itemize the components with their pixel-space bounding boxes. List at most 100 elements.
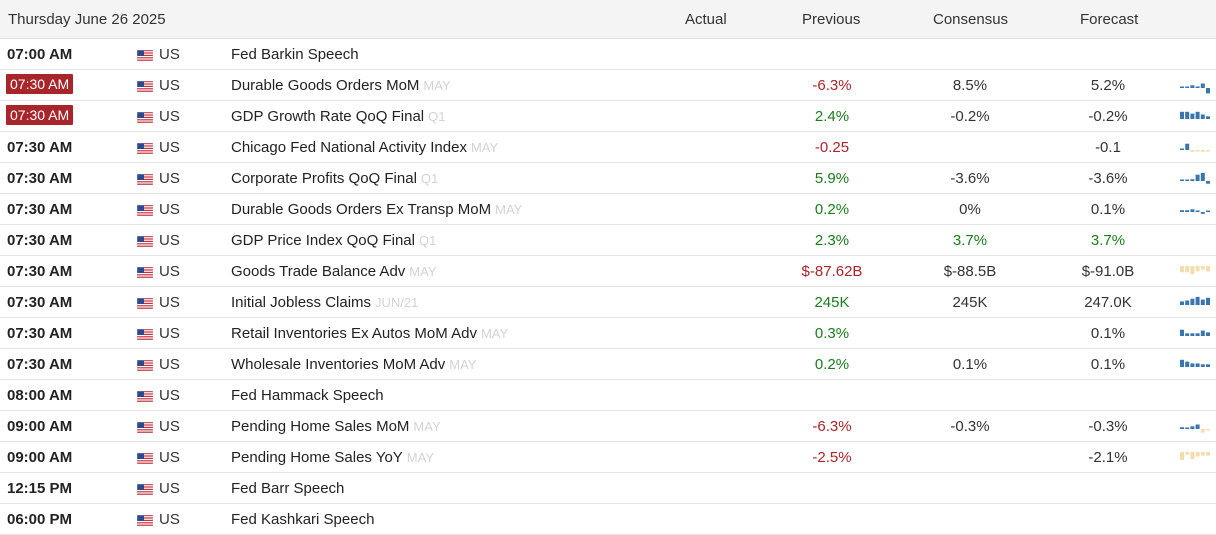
column-header-consensus[interactable]: Consensus: [933, 11, 1009, 28]
table-row[interactable]: 06:00 PM US Fed Kashkari Speech: [0, 504, 1216, 535]
sparkline-chart[interactable]: [1180, 263, 1212, 281]
event-name-cell[interactable]: GDP Growth Rate QoQ Final Q1: [231, 108, 445, 125]
sparkline-bar: [1206, 297, 1210, 305]
consensus-value: 3.7%: [952, 232, 988, 249]
event-name-link[interactable]: Retail Inventories Ex Autos MoM Adv: [231, 325, 477, 342]
table-row[interactable]: 07:30 AM US Initial Jobless Claims JUN/21 24…: [0, 287, 1216, 318]
event-name-cell[interactable]: Wholesale Inventories MoM Adv MAY: [231, 356, 476, 373]
sparkline-bar: [1190, 266, 1195, 275]
event-name-cell[interactable]: Fed Hammack Speech: [231, 387, 384, 404]
event-name-link[interactable]: Goods Trade Balance Adv: [231, 263, 406, 280]
column-header-forecast[interactable]: Forecast: [1080, 11, 1139, 28]
table-row[interactable]: 07:30 AM US Chicago Fed National Activity …: [0, 132, 1216, 163]
us-flag-icon: [136, 513, 154, 527]
sparkline-bar: [1180, 210, 1184, 212]
country-code: US: [159, 449, 180, 466]
us-flag-icon: [136, 296, 154, 310]
event-name-link[interactable]: GDP Growth Rate QoQ Final: [231, 108, 425, 125]
us-flag-icon: [136, 110, 154, 124]
sparkline-chart[interactable]: [1180, 201, 1212, 219]
sparkline-chart[interactable]: [1180, 294, 1212, 312]
forecast-value: -0.2%: [1088, 108, 1128, 125]
sparkline-chart[interactable]: [1180, 418, 1212, 436]
event-name-cell[interactable]: Fed Kashkari Speech: [231, 511, 374, 528]
sparkline-bar: [1185, 210, 1190, 212]
event-name-link[interactable]: Fed Hammack Speech: [231, 387, 384, 404]
previous-value: 0.2%: [814, 201, 850, 218]
sparkline-bar: [1195, 452, 1200, 457]
sparkline-bar: [1180, 111, 1184, 119]
event-name-link[interactable]: Fed Barkin Speech: [231, 46, 359, 63]
country-code: US: [159, 170, 180, 187]
table-row[interactable]: 07:30 AM US Durable Goods Orders Ex Transp…: [0, 194, 1216, 225]
previous-value: -0.25: [814, 139, 850, 156]
sparkline-bar: [1185, 300, 1190, 305]
table-row[interactable]: 07:30 AM US Wholesale Inventories MoM Adv M…: [0, 349, 1216, 380]
event-name-cell[interactable]: Corporate Profits QoQ Final Q1: [231, 170, 438, 187]
sparkline-bar: [1185, 427, 1190, 429]
previous-value: -6.3%: [812, 418, 852, 435]
sparkline-chart[interactable]: [1180, 108, 1212, 126]
event-name-cell[interactable]: Fed Barr Speech: [231, 480, 344, 497]
table-row[interactable]: 07:30 AM US Retail Inventories Ex Autos Mo…: [0, 318, 1216, 349]
event-name-link[interactable]: Durable Goods Orders Ex Transp MoM: [231, 201, 492, 218]
table-row[interactable]: 07:30 AM US Durable Goods Orders MoM MAY -6.…: [0, 70, 1216, 101]
event-name-cell[interactable]: Durable Goods Orders MoM MAY: [231, 77, 451, 94]
event-time: 06:00 PM: [7, 511, 73, 528]
sparkline-bar: [1200, 212, 1205, 214]
sparkline-chart[interactable]: [1180, 325, 1212, 343]
sparkline-chart[interactable]: [1180, 170, 1212, 188]
reference-period: Q1: [428, 109, 446, 124]
sparkline-bar: [1195, 150, 1200, 152]
reference-period: Q1: [418, 233, 437, 248]
event-name-link[interactable]: Durable Goods Orders MoM: [231, 77, 420, 94]
event-name-link[interactable]: Pending Home Sales MoM: [231, 418, 410, 435]
event-name-link[interactable]: GDP Price Index QoQ Final: [231, 232, 415, 249]
event-name-link[interactable]: Corporate Profits QoQ Final: [231, 170, 417, 187]
event-name-cell[interactable]: Pending Home Sales YoY MAY: [231, 449, 434, 466]
table-row[interactable]: 07:30 AM US Goods Trade Balance Adv MAY $-87…: [0, 256, 1216, 287]
reference-period: Q1: [420, 171, 439, 186]
sparkline-chart[interactable]: [1180, 77, 1212, 95]
forecast-value: 3.7%: [1090, 232, 1126, 249]
table-row[interactable]: 08:00 AM US Fed Hammack Speech: [0, 380, 1216, 411]
event-name-cell[interactable]: Fed Barkin Speech: [231, 46, 359, 63]
event-name-cell[interactable]: Pending Home Sales MoM MAY: [231, 418, 441, 435]
event-name-cell[interactable]: GDP Price Index QoQ Final Q1: [231, 232, 436, 249]
event-name-cell[interactable]: Durable Goods Orders Ex Transp MoM MAY: [231, 201, 522, 218]
event-name-link[interactable]: Chicago Fed National Activity Index: [231, 139, 467, 156]
previous-value: 5.9%: [814, 170, 850, 187]
previous-value: 2.4%: [814, 108, 850, 125]
column-header-previous[interactable]: Previous: [802, 11, 861, 28]
sparkline-chart[interactable]: [1180, 139, 1212, 157]
sparkline-bar: [1185, 452, 1190, 455]
us-flag-icon: [136, 79, 154, 93]
event-name-link[interactable]: Wholesale Inventories MoM Adv: [231, 356, 446, 373]
table-row[interactable]: 07:00 AM US Fed Barkin Speech: [0, 39, 1216, 70]
us-flag-icon: [136, 203, 154, 217]
sparkline-bar: [1206, 150, 1210, 152]
previous-value: 0.3%: [814, 325, 850, 342]
sparkline-bar: [1195, 296, 1200, 305]
column-header-actual[interactable]: Actual: [685, 11, 727, 28]
reference-period: MAY: [406, 450, 435, 465]
event-name-cell[interactable]: Retail Inventories Ex Autos MoM Adv MAY: [231, 325, 508, 342]
sparkline-chart[interactable]: [1180, 356, 1212, 374]
forecast-value: -3.6%: [1088, 170, 1128, 187]
table-row[interactable]: 09:00 AM US Pending Home Sales YoY MAY -2.5%…: [0, 442, 1216, 473]
event-name-cell[interactable]: Initial Jobless Claims JUN/21: [231, 294, 418, 311]
sparkline-chart[interactable]: [1180, 449, 1212, 467]
event-name-link[interactable]: Pending Home Sales YoY: [231, 449, 403, 466]
event-name-cell[interactable]: Chicago Fed National Activity Index MAY: [231, 139, 498, 156]
event-name-cell[interactable]: Goods Trade Balance Adv MAY: [231, 263, 437, 280]
table-row[interactable]: 07:30 AM US GDP Growth Rate QoQ Final Q1 2.4…: [0, 101, 1216, 132]
country-code: US: [159, 325, 180, 342]
table-row[interactable]: 12:15 PM US Fed Barr Speech: [0, 473, 1216, 504]
event-name-link[interactable]: Initial Jobless Claims: [231, 294, 372, 311]
table-row[interactable]: 07:30 AM US GDP Price Index QoQ Final Q1 2.3…: [0, 225, 1216, 256]
event-name-link[interactable]: Fed Barr Speech: [231, 480, 345, 497]
table-row[interactable]: 09:00 AM US Pending Home Sales MoM MAY -6.3%…: [0, 411, 1216, 442]
sparkline-bar: [1190, 363, 1195, 367]
table-row[interactable]: 07:30 AM US Corporate Profits QoQ Final Q1 5…: [0, 163, 1216, 194]
event-name-link[interactable]: Fed Kashkari Speech: [231, 511, 375, 528]
